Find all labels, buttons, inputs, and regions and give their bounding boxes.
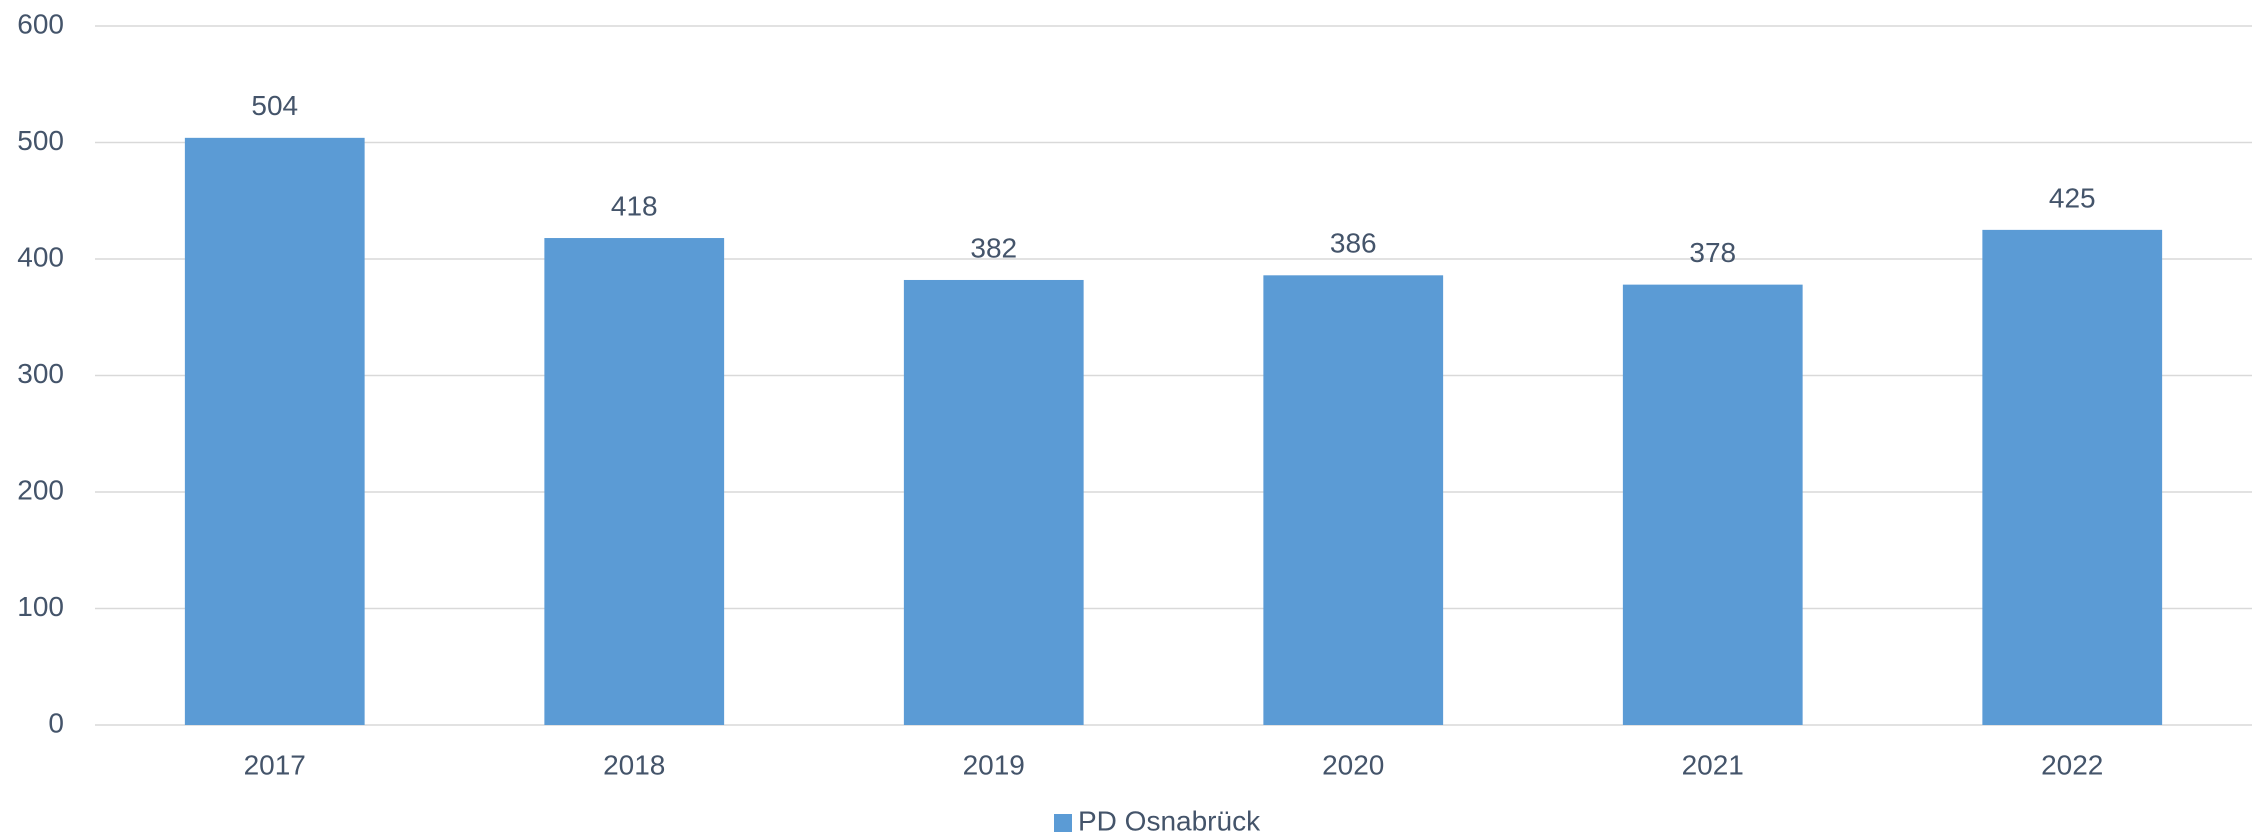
legend-label: PD Osnabrück (1078, 805, 1261, 836)
y-tick-label: 100 (17, 591, 64, 622)
y-tick-label: 500 (17, 125, 64, 156)
x-tick-label: 2021 (1682, 749, 1744, 780)
bar (903, 279, 1084, 725)
bar (1982, 229, 2163, 725)
x-tick-label: 2017 (244, 749, 306, 780)
y-tick-label: 600 (17, 8, 64, 39)
x-tick-label: 2018 (603, 749, 665, 780)
y-tick-label: 200 (17, 474, 64, 505)
x-tick-label: 2019 (963, 749, 1025, 780)
y-tick-label: 0 (48, 707, 64, 738)
bar (1263, 275, 1444, 725)
data-label: 378 (1689, 237, 1736, 268)
bar (184, 137, 365, 726)
data-label: 504 (251, 90, 298, 121)
x-tick-label: 2022 (2041, 749, 2103, 780)
data-label: 418 (611, 190, 658, 221)
data-label: 425 (2049, 182, 2096, 213)
y-tick-label: 400 (17, 241, 64, 272)
data-label: 382 (970, 232, 1017, 263)
data-label: 386 (1330, 228, 1377, 259)
bar (1622, 284, 1803, 725)
y-tick-label: 300 (17, 358, 64, 389)
legend-swatch (1054, 814, 1072, 832)
x-tick-label: 2020 (1322, 749, 1384, 780)
bar (544, 238, 725, 725)
